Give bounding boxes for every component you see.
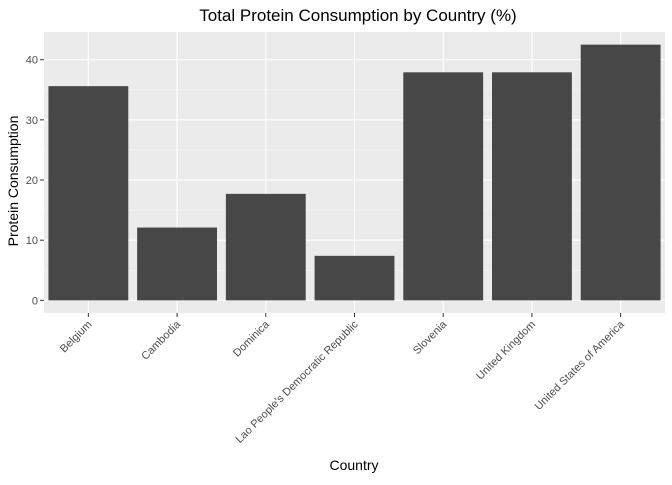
y-tick-label: 40 bbox=[26, 55, 38, 67]
x-tick-label: United Kingdom bbox=[474, 319, 538, 383]
bar bbox=[492, 72, 572, 301]
x-tick-label: Cambodia bbox=[139, 318, 184, 363]
bar bbox=[580, 44, 661, 301]
bars bbox=[48, 44, 661, 301]
y-tick-label: 20 bbox=[26, 175, 38, 187]
bar bbox=[48, 86, 129, 301]
bar bbox=[314, 255, 395, 301]
x-tick-label: United States of America bbox=[533, 318, 628, 413]
x-tick-label: Belgium bbox=[58, 319, 95, 356]
x-tick-label: Dominica bbox=[231, 318, 273, 360]
y-tick-label: 0 bbox=[32, 295, 38, 307]
x-axis-title: Country bbox=[329, 457, 378, 473]
y-axis: 0 10 20 30 40 bbox=[26, 55, 44, 307]
bar bbox=[403, 72, 484, 301]
bar bbox=[225, 193, 306, 301]
y-tick-label: 10 bbox=[26, 235, 38, 247]
y-axis-title: Protein Consumption bbox=[5, 116, 21, 247]
bar bbox=[137, 227, 217, 301]
y-tick-label: 30 bbox=[26, 115, 38, 127]
x-tick-label: Slovenia bbox=[411, 318, 450, 357]
chart-title: Total Protein Consumption by Country (%) bbox=[199, 6, 516, 25]
